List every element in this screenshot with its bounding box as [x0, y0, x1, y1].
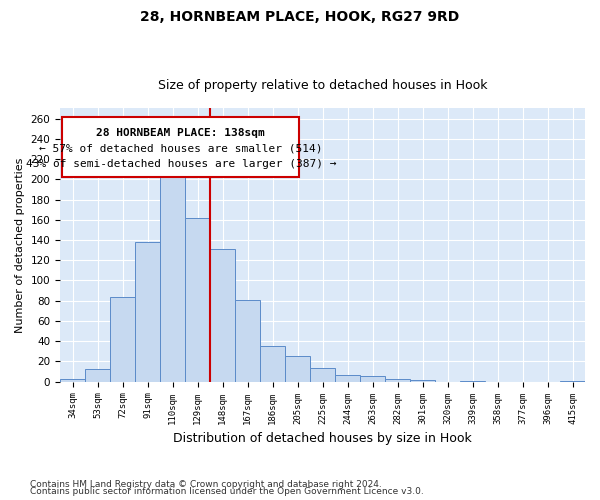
- Bar: [385, 378, 410, 382]
- Bar: [160, 170, 185, 382]
- Bar: [135, 242, 160, 382]
- Bar: [60, 378, 85, 382]
- Text: Contains HM Land Registry data © Crown copyright and database right 2024.: Contains HM Land Registry data © Crown c…: [30, 480, 382, 489]
- Text: Contains public sector information licensed under the Open Government Licence v3: Contains public sector information licen…: [30, 487, 424, 496]
- Bar: [210, 249, 235, 382]
- Text: 28, HORNBEAM PLACE, HOOK, RG27 9RD: 28, HORNBEAM PLACE, HOOK, RG27 9RD: [140, 10, 460, 24]
- Bar: [185, 218, 210, 382]
- Bar: [285, 356, 310, 382]
- Bar: [560, 380, 585, 382]
- Bar: [410, 380, 435, 382]
- Bar: [260, 346, 285, 382]
- Text: 43% of semi-detached houses are larger (387) →: 43% of semi-detached houses are larger (…: [26, 158, 336, 168]
- X-axis label: Distribution of detached houses by size in Hook: Distribution of detached houses by size …: [173, 432, 472, 445]
- Bar: [460, 380, 485, 382]
- Text: ← 57% of detached houses are smaller (514): ← 57% of detached houses are smaller (51…: [39, 144, 323, 154]
- Bar: [335, 374, 360, 382]
- Y-axis label: Number of detached properties: Number of detached properties: [15, 158, 25, 333]
- Title: Size of property relative to detached houses in Hook: Size of property relative to detached ho…: [158, 79, 487, 92]
- Bar: [235, 300, 260, 382]
- Text: 28 HORNBEAM PLACE: 138sqm: 28 HORNBEAM PLACE: 138sqm: [97, 128, 265, 138]
- Bar: [85, 368, 110, 382]
- Bar: [360, 376, 385, 382]
- Bar: [310, 368, 335, 382]
- Bar: [110, 296, 135, 382]
